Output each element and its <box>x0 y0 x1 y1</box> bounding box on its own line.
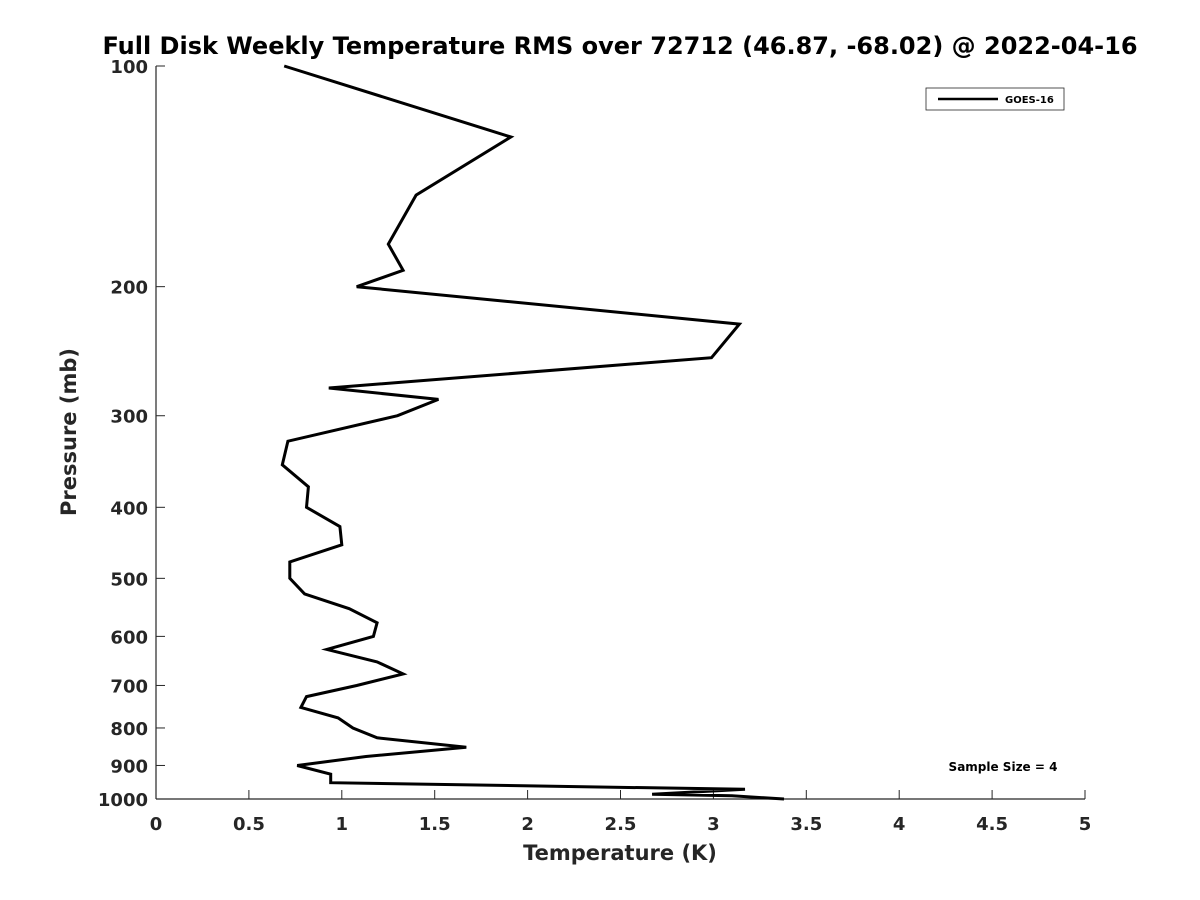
y-tick-label: 800 <box>110 719 148 740</box>
x-tick-label: 5 <box>1079 814 1092 835</box>
plot-area: 0 0.5 1 1.5 2 2.5 3 3.5 4 4.5 5 100 200 300 400 500 600… <box>98 57 1091 835</box>
y-axis-label: Pressure (mb) <box>57 348 81 516</box>
y-tick-label: 700 <box>110 676 148 697</box>
x-axis-label: Temperature (K) <box>523 841 717 865</box>
x-tick-label: 0 <box>150 814 163 835</box>
x-tick-label: 2.5 <box>605 814 637 835</box>
x-tick-label: 2 <box>521 814 534 835</box>
series-line-goes-16 <box>280 64 785 801</box>
y-tick-label: 100 <box>110 57 148 78</box>
y-tick-label: 600 <box>110 627 148 648</box>
y-tick-label: 300 <box>110 407 148 428</box>
series-layer <box>280 64 785 801</box>
y-tick-label: 500 <box>110 569 148 590</box>
y-tick-label: 400 <box>110 498 148 519</box>
x-tick-label: 4 <box>893 814 906 835</box>
legend-label-goes-16: GOES-16 <box>1005 95 1054 106</box>
legend: GOES-16 <box>925 87 1065 111</box>
y-tick-label: 200 <box>110 278 148 299</box>
y-tick-label: 1000 <box>98 790 148 811</box>
x-tick-label: 3 <box>707 814 720 835</box>
x-tick-label: 3.5 <box>790 814 822 835</box>
x-axis-ticks: 0 0.5 1 1.5 2 2.5 3 3.5 4 4.5 5 <box>150 790 1092 835</box>
x-tick-label: 0.5 <box>233 814 265 835</box>
x-tick-label: 1 <box>336 814 349 835</box>
y-tick-label: 900 <box>110 756 148 777</box>
x-tick-label: 1.5 <box>419 814 451 835</box>
chart-title: Full Disk Weekly Temperature RMS over 72… <box>102 32 1137 60</box>
y-axis-ticks: 100 200 300 400 500 600 700 800 900 1000 <box>98 57 165 811</box>
x-tick-label: 4.5 <box>976 814 1008 835</box>
sample-size-annotation: Sample Size = 4 <box>949 760 1058 774</box>
